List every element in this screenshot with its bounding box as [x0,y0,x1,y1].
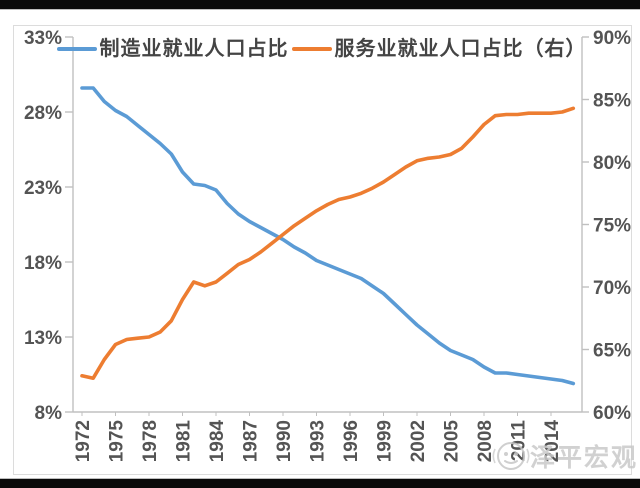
left-axis-tick-label: 23% [24,178,62,199]
zeping-logo-icon [492,442,530,470]
legend-item-manufacturing: 制造业就业人口占比 [54,38,289,60]
watermark-text: 泽平宏观 [529,444,638,472]
top-black-bar [0,0,640,10]
x-axis-tick-label: 2002 [408,420,429,462]
x-axis-tick-label: 1984 [207,420,228,463]
x-axis-tick-label: 1987 [241,420,262,462]
x-axis-tick-label: 2008 [475,420,496,462]
right-axis-tick-label: 65% [593,341,631,362]
services-share-line [80,106,576,381]
bottom-black-bar [0,478,640,488]
right-axis-tick-label: 90% [593,28,631,49]
x-axis-tick-label: 2011 [509,420,530,462]
x-axis-tick-label: 1990 [274,420,295,462]
manufacturing-share-line [80,86,576,386]
left-axis-tick-label: 8% [35,403,63,424]
right-axis-tick-label: 60% [593,403,631,424]
left-axis-tick-label: 18% [24,253,62,274]
right-axis-tick-label: 70% [593,278,631,299]
left-axis-tick-label: 28% [24,103,62,124]
x-axis-tick-label: 1999 [375,420,396,462]
chart-legend: 制造业就业人口占比 服务业就业人口占比（右） [0,38,640,60]
legend-label-manufacturing: 制造业就业人口占比 [99,38,289,60]
manufacturing-line-swatch-icon [56,47,97,51]
legend-item-services: 服务业就业人口占比（右） [289,38,587,60]
x-axis-tick-label: 2005 [442,420,463,463]
left-axis-tick-label: 33% [24,28,62,49]
services-line-swatch-icon [291,47,332,51]
watermark: 泽平宏观 [492,437,638,475]
right-axis-tick-label: 85% [593,91,631,112]
chart-frame [13,25,632,475]
x-axis-tick-label: 2014 [542,420,563,463]
x-axis-tick-label: 1996 [341,420,362,462]
legend-label-services: 服务业就业人口占比（右） [334,38,587,60]
x-axis-tick-label: 1975 [107,420,128,463]
x-axis-tick-label: 1981 [174,420,195,463]
right-axis-tick-label: 80% [593,153,631,174]
x-axis-tick-label: 1993 [308,420,329,462]
x-axis-tick-label: 1972 [73,420,94,462]
right-axis-tick-label: 75% [593,216,631,237]
left-axis-tick-label: 13% [24,328,62,349]
x-axis-tick-label: 1978 [140,420,161,462]
